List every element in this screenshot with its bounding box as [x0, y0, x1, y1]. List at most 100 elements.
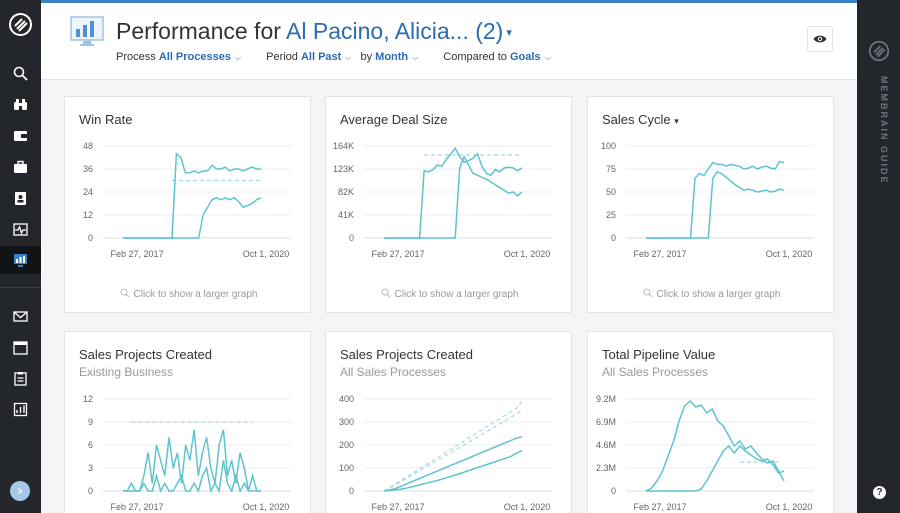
larger-graph-link[interactable]: Click to show a larger graph	[65, 288, 312, 300]
series-line	[383, 436, 523, 492]
nav-search[interactable]	[0, 59, 41, 87]
chevron-down-icon[interactable]: ▾	[506, 27, 512, 40]
goal-line	[383, 400, 523, 492]
card-subtitle: Existing Business	[79, 365, 174, 379]
x-tick-label: Oct 1, 2020	[243, 249, 290, 259]
card-title[interactable]: Sales Cycle ▾	[602, 112, 679, 127]
y-tick-label: 12	[83, 394, 93, 404]
x-tick-label: Oct 1, 2020	[243, 502, 290, 512]
y-tick-label: 300	[339, 417, 354, 427]
nav-activity[interactable]	[0, 215, 41, 243]
performance-icon	[14, 253, 27, 267]
visibility-toggle-button[interactable]	[807, 26, 833, 52]
sales-projects-existing-chart: 12 9 6 3 0 Feb 27, 2017 Oct 1, 2020	[83, 394, 291, 512]
x-tick-label: Oct 1, 2020	[504, 249, 551, 259]
card-subtitle: All Sales Processes	[340, 365, 447, 379]
average-deal-size-card[interactable]: Average Deal Size 164K 123K 82K 41K 0 Feb 27,…	[325, 96, 572, 313]
average-deal-size-chart: 164K 123K 82K 41K 0 Feb 27, 2017 Oct 1, 2020	[333, 141, 552, 259]
sales-projects-existing-card[interactable]: Sales Projects Created Existing Business…	[64, 331, 311, 513]
process-value[interactable]: All Processes	[158, 51, 231, 63]
people-selector[interactable]: Al Pacino, Alicia... (2)	[286, 18, 504, 44]
nav-divider	[0, 287, 41, 288]
nav-reports[interactable]	[0, 395, 41, 423]
larger-graph-link[interactable]: Click to show a larger graph	[326, 288, 573, 300]
series-line	[384, 154, 523, 239]
y-tick-label: 200	[339, 440, 354, 450]
x-tick-label: Feb 27, 2017	[633, 249, 686, 259]
y-tick-label: 123K	[333, 164, 354, 174]
y-tick-label: 0	[349, 486, 354, 496]
user-avatar[interactable]	[10, 481, 30, 501]
y-tick-label: 400	[339, 394, 354, 404]
y-tick-label: 9	[88, 417, 93, 427]
sales-projects-all-card[interactable]: Sales Projects Created All Sales Process…	[325, 331, 572, 513]
calendar-icon	[13, 340, 28, 355]
larger-graph-label: Click to show a larger graph	[394, 289, 519, 300]
series-line	[123, 429, 261, 492]
nav-accounts[interactable]	[0, 121, 41, 149]
sales-cycle-card[interactable]: Sales Cycle ▾ 100 75 50 25 0 Feb 27, 2017 Oct …	[587, 96, 834, 313]
card-title: Sales Projects Created	[79, 347, 212, 362]
compared-value[interactable]: Goals	[509, 51, 541, 63]
y-tick-label: 12	[83, 210, 93, 220]
period-value[interactable]: All Past	[300, 51, 342, 63]
win-rate-card[interactable]: Win Rate 48 36 24 12 0 Feb 27, 2017 Oct 1, 202…	[64, 96, 311, 313]
nav-calendar[interactable]	[0, 333, 41, 361]
compare-filter[interactable]: Compared to Goals ⌵	[443, 51, 550, 63]
chevron-down-icon[interactable]: ⌵	[412, 53, 419, 62]
clipboard-icon	[14, 371, 27, 386]
y-tick-label: 164K	[333, 141, 354, 151]
guide-sidebar[interactable]: MEMBRAIN GUIDE ?	[857, 0, 900, 513]
nav-tasks[interactable]	[0, 364, 41, 392]
y-tick-label: 0	[88, 233, 93, 243]
x-tick-label: Feb 27, 2017	[633, 502, 686, 512]
y-tick-label: 100	[601, 141, 616, 151]
eye-icon	[813, 35, 827, 43]
process-filter[interactable]: Process All Processes ⌵	[116, 51, 244, 63]
x-tick-label: Oct 1, 2020	[766, 249, 813, 259]
series-line	[384, 146, 523, 239]
sales-projects-all-chart: 400 300 200 100 0 Feb 27, 2017 Oct 1, 2020	[339, 394, 552, 512]
wallet-icon	[14, 130, 27, 141]
nav-contacts[interactable]	[0, 184, 41, 212]
series-line	[123, 460, 261, 494]
win-rate-chart: 48 36 24 12 0 Feb 27, 2017 Oct 1, 2020	[83, 141, 291, 259]
period-filter[interactable]: Period All Past ⌵	[266, 51, 354, 63]
y-tick-label: 0	[88, 486, 93, 496]
process-label: Process	[116, 51, 156, 63]
card-title: Total Pipeline Value	[602, 347, 716, 362]
chevron-down-icon[interactable]: ⌵	[544, 53, 551, 62]
y-tick-label: 41K	[338, 210, 354, 220]
compared-label: Compared to	[443, 51, 507, 63]
zoom-icon	[381, 288, 390, 298]
nav-deals[interactable]	[0, 153, 41, 181]
binoculars-icon	[14, 98, 27, 110]
card-title-text: Sales Cycle	[602, 112, 671, 127]
page-title: Performance for Al Pacino, Alicia... (2)…	[116, 18, 512, 45]
activity-icon	[13, 222, 28, 236]
larger-graph-link[interactable]: Click to show a larger graph	[588, 288, 835, 300]
granularity-value[interactable]: Month	[375, 51, 409, 63]
goal-line	[383, 409, 523, 492]
y-tick-label: 6	[88, 440, 93, 450]
period-label: Period	[266, 51, 298, 63]
total-pipeline-value-chart: 9.2M 6.9M 4.6M 2.3M 0 Feb 27, 2017 Oct 1, 2020	[596, 394, 814, 512]
mail-icon	[13, 310, 28, 322]
y-tick-label: 0	[611, 486, 616, 496]
card-subtitle: All Sales Processes	[602, 365, 709, 379]
chevron-down-icon[interactable]: ⌵	[345, 53, 352, 62]
nav-prospecting[interactable]	[0, 90, 41, 118]
y-tick-label: 6.9M	[596, 417, 616, 427]
y-tick-label: 82K	[338, 187, 354, 197]
nav-mail[interactable]	[0, 302, 41, 330]
card-title: Win Rate	[79, 112, 133, 127]
chevron-down-icon[interactable]: ⌵	[234, 53, 242, 62]
help-icon[interactable]: ?	[873, 486, 886, 499]
card-title: Sales Projects Created	[340, 347, 473, 362]
membrain-logo-icon[interactable]	[8, 12, 33, 37]
granularity-filter[interactable]: by Month ⌵	[360, 51, 421, 63]
nav-performance[interactable]	[0, 246, 41, 274]
larger-graph-label: Click to show a larger graph	[133, 289, 258, 300]
caret-down-icon[interactable]: ▾	[674, 116, 679, 126]
total-pipeline-value-card[interactable]: Total Pipeline Value All Sales Processes…	[587, 331, 834, 513]
